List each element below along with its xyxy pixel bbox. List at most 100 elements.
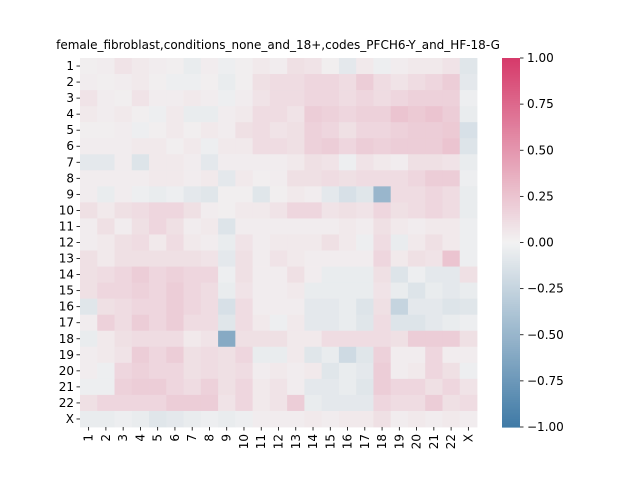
- heatmap-cell: [287, 266, 305, 284]
- heatmap-cell: [356, 362, 374, 380]
- colorbar-segment: [502, 111, 520, 114]
- colorbar-segment: [502, 265, 520, 268]
- colorbar-segment: [502, 70, 520, 73]
- heatmap-cell: [390, 90, 409, 107]
- colorbar-tick-label: 0.75: [527, 97, 554, 111]
- heatmap-cell: [442, 362, 461, 380]
- colorbar-segment: [502, 217, 520, 221]
- heatmap-cell: [114, 410, 133, 428]
- colorbar-segment: [502, 133, 520, 137]
- heatmap-cell: [114, 170, 133, 187]
- heatmap-cell: [235, 170, 254, 187]
- colorbar-segment: [502, 135, 520, 139]
- heatmap-cell: [338, 282, 357, 300]
- colorbar-segment: [502, 96, 520, 100]
- heatmap-cell: [235, 250, 254, 267]
- heatmap-cell: [390, 234, 409, 251]
- heatmap-cell: [200, 266, 219, 284]
- heatmap-cell: [235, 218, 254, 235]
- heatmap-cell: [235, 234, 254, 251]
- colorbar-segment: [502, 252, 520, 256]
- heatmap-cell: [442, 202, 461, 219]
- colorbar-segment: [502, 174, 520, 178]
- colorbar-segment: [502, 424, 520, 428]
- colorbar-segment: [502, 142, 520, 145]
- heatmap-cell: [321, 106, 340, 123]
- heatmap-cell: [356, 122, 374, 139]
- row-tick-label: 5: [66, 123, 74, 137]
- heatmap-cell: [252, 218, 271, 235]
- colorbar-segment: [502, 293, 520, 297]
- heatmap-cell: [459, 202, 478, 219]
- colorbar-segment: [502, 383, 520, 387]
- heatmap-cell: [321, 314, 340, 332]
- heatmap-cell: [149, 202, 167, 219]
- heatmap-cell: [114, 234, 133, 251]
- heatmap-cell: [321, 298, 340, 316]
- colorbar-segment: [502, 301, 520, 305]
- heatmap-cell: [287, 330, 305, 348]
- heatmap-cell: [131, 234, 150, 251]
- heatmap-cell: [235, 378, 254, 396]
- heatmap-cell: [166, 186, 184, 203]
- heatmap-cell: [166, 74, 184, 91]
- colorbar-segment: [502, 207, 520, 211]
- colorbar-segment: [502, 162, 520, 166]
- colorbar-segment: [502, 146, 520, 149]
- colorbar-segment: [502, 394, 520, 397]
- colorbar-segment: [502, 129, 520, 133]
- colorbar-tick-label: 0.25: [527, 189, 554, 203]
- heatmap-cell: [459, 298, 478, 316]
- heatmap-cell: [373, 234, 392, 251]
- heatmap-cell: [149, 346, 167, 364]
- heatmap-cell: [131, 330, 150, 348]
- colorbar-segment: [502, 230, 520, 233]
- heatmap-cell: [459, 314, 478, 332]
- colorbar-segment: [502, 345, 520, 348]
- heatmap-cell: [304, 314, 323, 332]
- heatmap-cell: [304, 282, 323, 300]
- row-tick-label: 21: [59, 380, 74, 394]
- heatmap-cell: [183, 218, 202, 235]
- heatmap-cell: [97, 106, 115, 123]
- heatmap-cell: [356, 298, 374, 316]
- heatmap-cell: [80, 218, 98, 235]
- heatmap-cell: [459, 218, 478, 235]
- heatmap-cell: [131, 138, 150, 155]
- colorbar-segment: [502, 92, 520, 96]
- heatmap-cell: [252, 90, 271, 107]
- heatmap-cell: [183, 234, 202, 251]
- heatmap-cell: [373, 106, 392, 123]
- heatmap-cell: [166, 218, 184, 235]
- heatmap-cell: [425, 218, 443, 235]
- colorbar-segment: [502, 338, 520, 342]
- heatmap-cell: [425, 378, 443, 396]
- heatmap-cell: [356, 330, 374, 348]
- heatmap-cell: [252, 170, 271, 187]
- heatmap-cell: [114, 362, 133, 380]
- row-tick-label: 9: [66, 187, 74, 201]
- colorbar-segment: [502, 291, 520, 295]
- heatmap-cell: [442, 410, 461, 428]
- heatmap-cell: [252, 250, 271, 267]
- colorbar-segment: [502, 336, 520, 340]
- row-tick-label: 7: [66, 155, 74, 169]
- heatmap-cell: [218, 410, 236, 428]
- heatmap-cell: [149, 186, 167, 203]
- heatmap-cell: [166, 154, 184, 171]
- heatmap-cell: [183, 186, 202, 203]
- colorbar-segment: [502, 219, 520, 223]
- heatmap-cell: [218, 58, 236, 75]
- heatmap-cell: [218, 282, 236, 300]
- heatmap-cell: [166, 106, 184, 123]
- heatmap-cell: [287, 410, 305, 428]
- heatmap-cell: [304, 106, 323, 123]
- heatmap-cell: [131, 202, 150, 219]
- heatmap-cell: [356, 202, 374, 219]
- column-tick-label: 11: [254, 434, 268, 449]
- row-tick-label: 15: [59, 284, 74, 298]
- heatmap-cell: [149, 122, 167, 139]
- heatmap-cell: [80, 154, 98, 171]
- heatmap-cell: [287, 154, 305, 171]
